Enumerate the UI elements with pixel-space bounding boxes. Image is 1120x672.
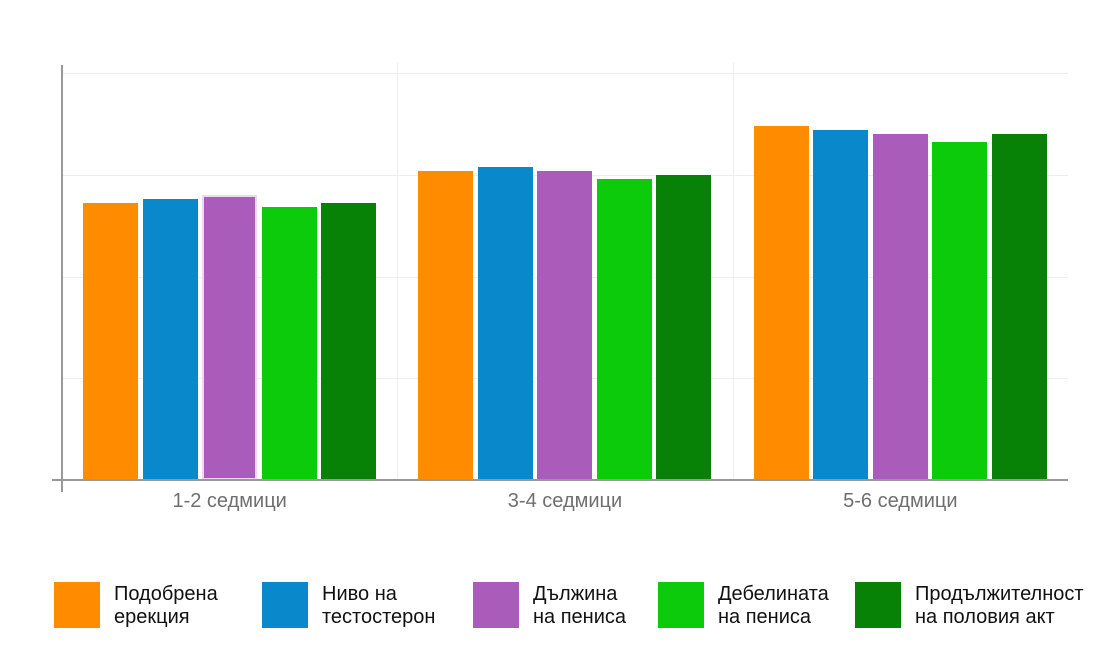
- bar-series-3-category-1[interactable]: [202, 195, 258, 480]
- bar-series-5-category-1[interactable]: [321, 203, 377, 480]
- bar-group-1: [62, 73, 397, 480]
- legend-label: Дебелината на пениса: [718, 583, 829, 628]
- legend-label: Продължителност на половия акт: [915, 583, 1084, 628]
- y-axis-line: [61, 65, 63, 492]
- bar-group-3: [733, 73, 1068, 480]
- bar-series-2-category-3[interactable]: [813, 129, 869, 480]
- bar-series-3-category-2[interactable]: [537, 170, 593, 480]
- legend-swatch-icon: [473, 582, 519, 628]
- bar-series-2-category-2[interactable]: [477, 166, 533, 480]
- legend-label: Дължина на пениса: [533, 583, 627, 628]
- bar-series-3-category-3[interactable]: [872, 134, 928, 480]
- bar-series-5-category-3[interactable]: [991, 134, 1047, 480]
- x-axis-line: [52, 479, 1068, 481]
- plot-area: [62, 63, 1068, 480]
- bar-series-4-category-3[interactable]: [932, 142, 988, 480]
- v-gridline: [397, 63, 399, 480]
- h-gridline-100: [62, 73, 1068, 74]
- bar-series-1-category-1[interactable]: [83, 203, 139, 480]
- legend-label: Подобрена ерекция: [114, 583, 218, 628]
- legend-swatch-icon: [658, 582, 704, 628]
- x-axis-labels: 1-2 седмици 3-4 седмици 5-6 седмици: [62, 489, 1068, 513]
- bar-series-1-category-3[interactable]: [753, 125, 809, 480]
- bar-series-5-category-2[interactable]: [656, 174, 712, 480]
- bar-series-2-category-1[interactable]: [142, 199, 198, 480]
- x-axis-label-3: 5-6 седмици: [843, 490, 958, 512]
- v-gridline: [732, 63, 734, 480]
- bar-groups: [62, 73, 1068, 480]
- legend-swatch-icon: [855, 582, 901, 628]
- legend-item-1[interactable]: Подобрена ерекция: [54, 582, 218, 629]
- bar-group-2: [397, 73, 732, 480]
- legend-swatch-icon: [54, 582, 100, 628]
- x-axis-label-2: 3-4 седмици: [507, 490, 623, 512]
- legend-swatch-icon: [262, 582, 308, 628]
- bar-series-4-category-1[interactable]: [261, 207, 317, 480]
- legend-label: Ниво на тестостерон: [322, 583, 436, 628]
- legend-item-2[interactable]: Ниво на тестостерон: [262, 582, 435, 629]
- legend: Подобрена ерекция Ниво на тестостерон Дължин…: [0, 582, 1120, 642]
- x-axis-label-1: 1-2 седмици: [172, 490, 287, 512]
- bar-series-4-category-2[interactable]: [596, 178, 652, 480]
- legend-item-5[interactable]: Продължителност на половия акт: [855, 582, 1084, 629]
- legend-item-4[interactable]: Дебелината на пениса: [658, 582, 829, 629]
- legend-item-3[interactable]: Дължина на пениса: [473, 582, 626, 629]
- bar-series-1-category-2[interactable]: [418, 170, 474, 480]
